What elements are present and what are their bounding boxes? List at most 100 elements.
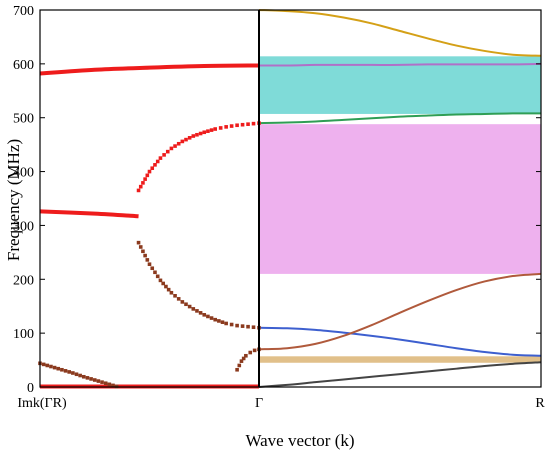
dispersion-curve-6 (258, 9, 542, 57)
red-marker-1-12 (169, 146, 174, 151)
red-marker-1-4 (145, 173, 150, 178)
brown-marker-1-8 (155, 274, 160, 279)
brown-marker-3-17 (100, 380, 104, 384)
brown-marker-2-6 (252, 348, 257, 353)
red-marker-1-3 (143, 177, 147, 181)
brown-marker-1-14 (173, 294, 177, 298)
brown-marker-3-19 (107, 382, 112, 387)
red-marker-1-18 (191, 134, 196, 138)
y-tick-label-0: 0 (27, 381, 34, 396)
red-marker-1-22 (206, 129, 210, 133)
brown-marker-1-32 (246, 324, 250, 329)
red-marker-1-10 (162, 153, 166, 157)
brown-marker-1-11 (164, 284, 168, 289)
plot-area: 0 100 200 300 400 500 600 700 Imk(ΓR) Γ R (13, 4, 545, 411)
brown-marker-1-1 (138, 245, 143, 249)
brown-marker-3-13 (85, 376, 90, 380)
evanescent-line-1 (39, 63, 260, 76)
red-marker-1-14 (176, 141, 181, 146)
red-marker-1-15 (180, 139, 185, 144)
brown-marker-3-10 (74, 372, 79, 377)
brown-marker-3-16 (96, 379, 101, 383)
brown-marker-2-1 (237, 363, 242, 368)
brown-marker-1-5 (147, 262, 152, 267)
brown-marker-1-0 (136, 240, 141, 245)
brown-marker-1-3 (143, 253, 147, 258)
brown-marker-1-31 (240, 324, 245, 328)
brown-marker-1-4 (145, 258, 150, 262)
brown-marker-1-17 (184, 302, 188, 307)
brown-marker-3-1 (41, 362, 46, 367)
brown-marker-1-16 (180, 300, 185, 304)
red-marker-1-11 (165, 149, 170, 154)
brown-marker-1-12 (166, 287, 171, 292)
y-tick-label-300: 300 (13, 219, 34, 234)
red-marker-1-30 (246, 122, 250, 126)
x-tick-label-3: R (535, 396, 545, 411)
brown-marker-1-30 (235, 323, 239, 328)
brown-marker-2-3 (241, 356, 246, 361)
y-tick-label-500: 500 (13, 112, 34, 127)
brown-marker-1-21 (198, 311, 203, 315)
brown-marker-1-18 (187, 304, 192, 309)
red-marker-1-26 (224, 125, 228, 129)
y-tick-label-400: 400 (13, 166, 34, 181)
red-marker-1-13 (173, 144, 177, 148)
brown-marker-2-5 (248, 350, 253, 355)
brown-marker-3-12 (82, 374, 86, 379)
brown-marker-2-4 (244, 353, 248, 358)
x-tick-label-1: Imk(ΓR) (17, 396, 67, 411)
x-tick-label-2: Γ (255, 396, 263, 411)
brown-marker-3-9 (71, 371, 75, 375)
y-tick-label-600: 600 (13, 58, 34, 73)
red-marker-1-0 (136, 188, 141, 193)
evanescent-line-2 (39, 209, 139, 219)
brown-marker-3-3 (49, 364, 53, 369)
brown-marker-3-6 (60, 367, 64, 372)
y-axis-title: Frequency (MHz) (4, 139, 23, 261)
brown-marker-1-28 (224, 321, 228, 326)
brown-marker-1-25 (213, 317, 217, 322)
brown-marker-1-15 (176, 297, 181, 301)
brown-marker-1-9 (158, 278, 163, 283)
brown-marker-1-2 (141, 249, 145, 254)
plot-frame (39, 9, 542, 388)
brown-marker-3-4 (52, 365, 57, 370)
brown-marker-1-24 (209, 316, 214, 320)
brown-marker-2-0 (235, 367, 239, 372)
dispersion-curve-3 (258, 272, 542, 351)
brown-marker-3-5 (56, 366, 61, 371)
red-marker-1-23 (209, 128, 214, 132)
red-marker-1-29 (240, 122, 245, 127)
red-marker-1-21 (202, 130, 207, 135)
red-marker-1-6 (150, 166, 155, 171)
red-marker-1-17 (187, 136, 192, 140)
band-gap-2 (259, 124, 541, 274)
red-marker-1-20 (198, 131, 203, 136)
brown-marker-3-11 (78, 373, 82, 378)
brown-marker-1-27 (220, 320, 225, 324)
red-marker-1-31 (251, 121, 256, 126)
red-marker-1-25 (218, 126, 223, 130)
brown-marker-1-22 (202, 313, 207, 317)
brown-marker-1-10 (161, 281, 165, 286)
red-marker-1-5 (147, 169, 152, 174)
x-axis-title: Wave vector (k) (245, 431, 354, 450)
y-tick-label-700: 700 (13, 4, 34, 19)
red-marker-1-8 (155, 159, 160, 164)
brown-marker-3-8 (67, 370, 71, 374)
red-marker-1-9 (158, 156, 163, 160)
red-marker-1-19 (195, 132, 199, 137)
band-gap-3 (259, 356, 541, 363)
brown-marker-1-19 (191, 307, 196, 311)
red-marker-1-1 (138, 184, 143, 189)
brown-marker-1-7 (153, 270, 157, 275)
y-tick-label-200: 200 (13, 273, 34, 288)
dispersion-curve-5 (258, 62, 542, 67)
brown-marker-2-2 (239, 359, 244, 363)
red-marker-1-28 (235, 123, 239, 128)
brown-marker-3-7 (63, 369, 68, 373)
brown-marker-1-23 (206, 314, 210, 319)
dispersion-curve-2 (258, 326, 542, 357)
